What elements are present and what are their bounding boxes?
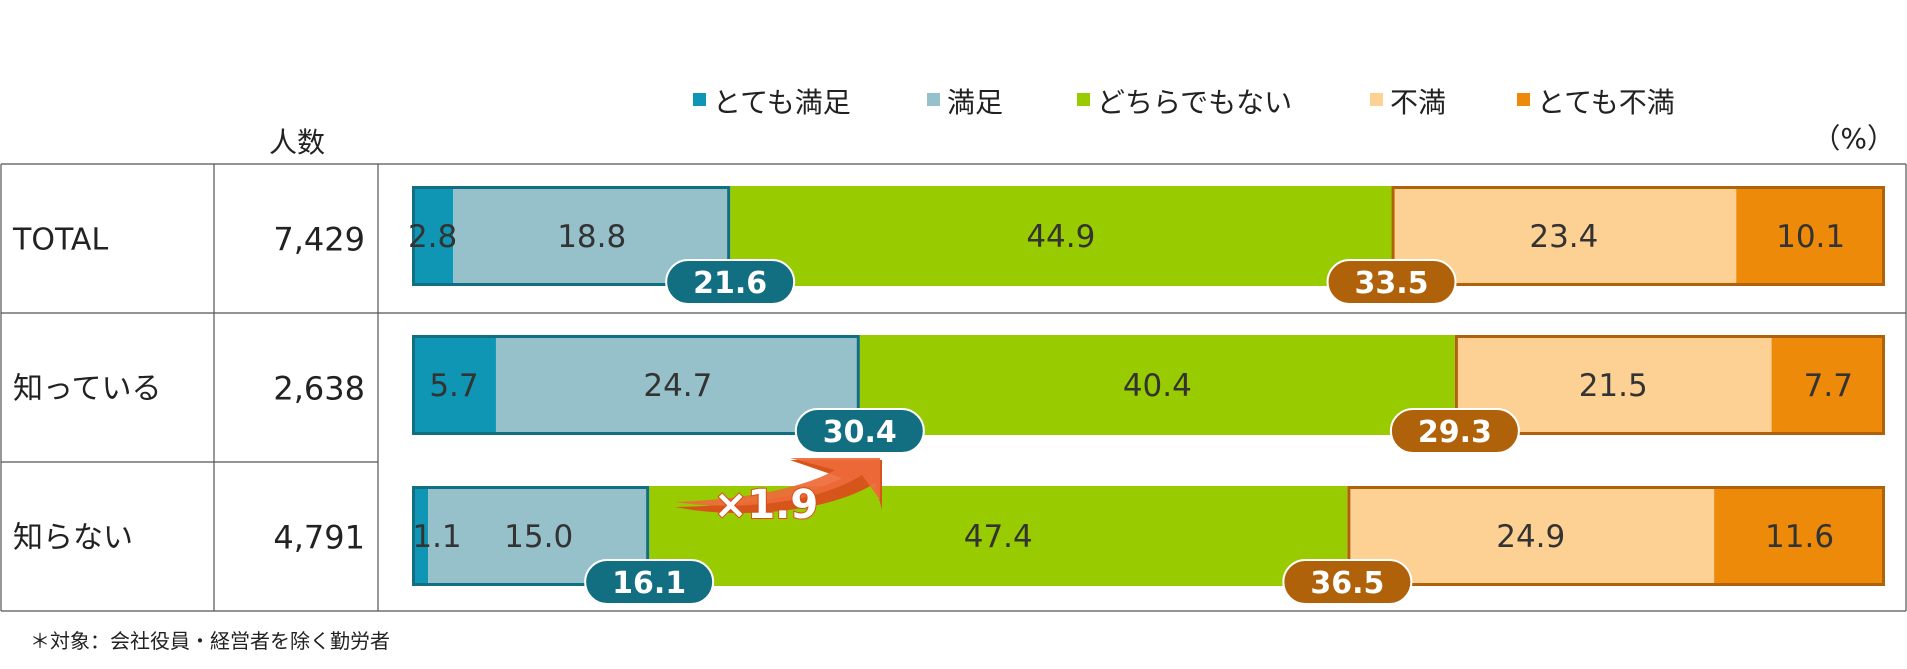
satisfied-total-pill-shape (794, 408, 925, 454)
legend-item: どちらでもない (1077, 86, 1292, 119)
data-label: 40.4 (1123, 368, 1192, 404)
dissatisfied-total-pill: 29.3 (1389, 408, 1520, 454)
dissatisfied-total-pill-shape (1389, 408, 1520, 454)
dissatisfied-total-pill-label: 29.3 (1418, 415, 1492, 450)
chart-row: TOTAL 7,429 2.8 18.8 44.9 23.4 10.1 21.6 33.5 (12, 186, 1886, 305)
row-label: 知っている (13, 372, 162, 407)
dissatisfied-total-pill: 36.5 (1282, 559, 1413, 605)
dissatisfied-outline (1391, 186, 1886, 286)
dissatisfied-total-pill-label: 36.5 (1310, 566, 1384, 601)
row-count: 7,429 (273, 221, 365, 259)
legend-swatch (1517, 93, 1530, 106)
footnote: ＊対象：会社役員・経営者を除く勤労者 (30, 629, 390, 653)
satisfied-outline (412, 186, 731, 286)
satisfied-total-pill: 21.6 (665, 259, 796, 305)
data-label: 2.8 (408, 219, 457, 255)
legend-item: 満足 (927, 86, 1003, 119)
legend-item: とても満足 (693, 86, 851, 119)
satisfied-total-pill-shape (584, 559, 715, 605)
row-label: 知らない (13, 521, 133, 556)
satisfied-total-pill: 16.1 (584, 559, 715, 605)
legend: とても満足 満足 どちらでもない 不満 とても不満 (693, 86, 1675, 119)
bar-segment (1736, 186, 1885, 286)
dissatisfied-outline (1454, 335, 1886, 435)
satisfied-outline (412, 486, 650, 586)
legend-label: 満足 (947, 86, 1003, 119)
data-label: 5.7 (429, 368, 478, 404)
bar-segment (1771, 335, 1885, 435)
data-label: 44.9 (1026, 219, 1095, 255)
bar-segment (730, 186, 1392, 286)
chart-row: 知っている 2,638 5.7 24.7 40.4 21.5 7.7 30.4 29.3 (13, 335, 1886, 454)
data-label: 1.1 (412, 519, 461, 555)
dissatisfied-outline (1347, 486, 1885, 586)
dissatisfied-total-pill-shape (1282, 559, 1413, 605)
legend-swatch (693, 93, 706, 106)
data-label: 18.8 (557, 219, 626, 255)
legend-swatch (1370, 93, 1383, 106)
legend-label: とても満足 (713, 86, 851, 119)
bar-segment (412, 186, 454, 286)
chart-rows: TOTAL 7,429 2.8 18.8 44.9 23.4 10.1 21.6 33.5 知って… (12, 186, 1886, 605)
dissatisfied-total-pill-shape (1326, 259, 1457, 305)
legend-label: 不満 (1390, 86, 1446, 119)
data-label: 21.5 (1579, 368, 1648, 404)
row-label: TOTAL (12, 223, 108, 258)
data-label: 24.9 (1496, 519, 1565, 555)
satisfied-total-pill-label: 21.6 (693, 266, 767, 301)
satisfied-total-pill: 30.4 (794, 408, 925, 454)
row-count: 4,791 (273, 519, 365, 557)
data-label: 7.7 (1804, 368, 1853, 404)
legend-swatch (1077, 93, 1090, 106)
arrow-shape (675, 458, 880, 506)
data-label: 24.7 (643, 368, 712, 404)
legend-swatch (927, 93, 940, 106)
multiplier-label: ×1.9 (714, 482, 818, 528)
data-label: 11.6 (1765, 519, 1834, 555)
legend-label: どちらでもない (1097, 86, 1292, 119)
dissatisfied-total-pill-label: 33.5 (1355, 266, 1429, 301)
satisfied-total-pill-label: 30.4 (823, 415, 897, 450)
table-grid (0, 163, 1907, 612)
unit-label: （%） (1812, 122, 1895, 155)
bar-segment (412, 335, 496, 435)
chart-row: 知らない 4,791 1.1 15.0 47.4 24.9 11.6 16.1 36.5 (13, 486, 1885, 605)
comparison-arrow: ×1.9 (675, 458, 882, 529)
satisfied-total-pill-shape (665, 259, 796, 305)
legend-label: とても不満 (1537, 86, 1675, 119)
legend-item: とても不満 (1517, 86, 1675, 119)
satisfied-outline (412, 335, 860, 435)
bar-segment (859, 335, 1455, 435)
dissatisfied-total-pill: 33.5 (1326, 259, 1457, 305)
legend-item: 不満 (1370, 86, 1446, 119)
data-label: 15.0 (504, 519, 573, 555)
bar-segment (412, 486, 429, 586)
data-label: 10.1 (1776, 219, 1845, 255)
count-header: 人数 (269, 126, 325, 159)
row-count: 2,638 (273, 370, 365, 408)
bar-segment (1714, 486, 1885, 586)
data-label: 47.4 (964, 519, 1033, 555)
satisfied-total-pill-label: 16.1 (612, 566, 686, 601)
data-label: 23.4 (1529, 219, 1598, 255)
